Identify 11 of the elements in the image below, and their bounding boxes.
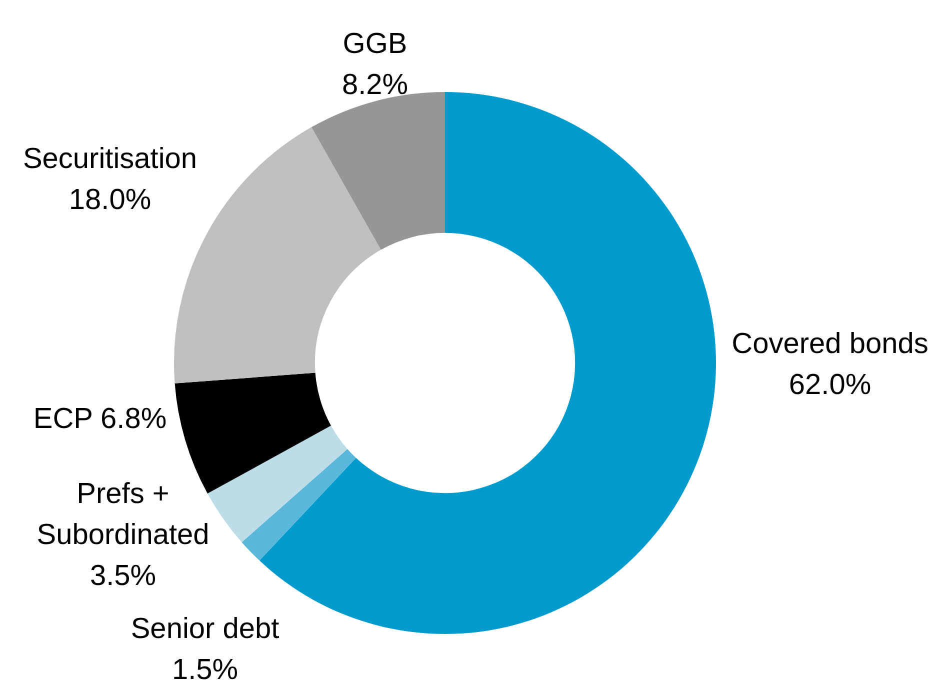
slice-label: ECP 6.8%	[33, 403, 167, 435]
slice-label: Covered bonds	[732, 328, 928, 360]
slice-label: Prefs + Subordinated	[36, 478, 210, 551]
data-label: 62.0%	[788, 369, 872, 401]
data-label: 1.5%	[172, 654, 238, 686]
data-label: 3.5%	[90, 560, 156, 592]
slice-label: Securitisation	[22, 143, 198, 175]
slice-label: GGB	[342, 28, 408, 60]
data-label: 18.0%	[68, 184, 152, 216]
data-label: 8.2%	[342, 69, 408, 101]
slice-label: Senior debt	[130, 613, 280, 645]
